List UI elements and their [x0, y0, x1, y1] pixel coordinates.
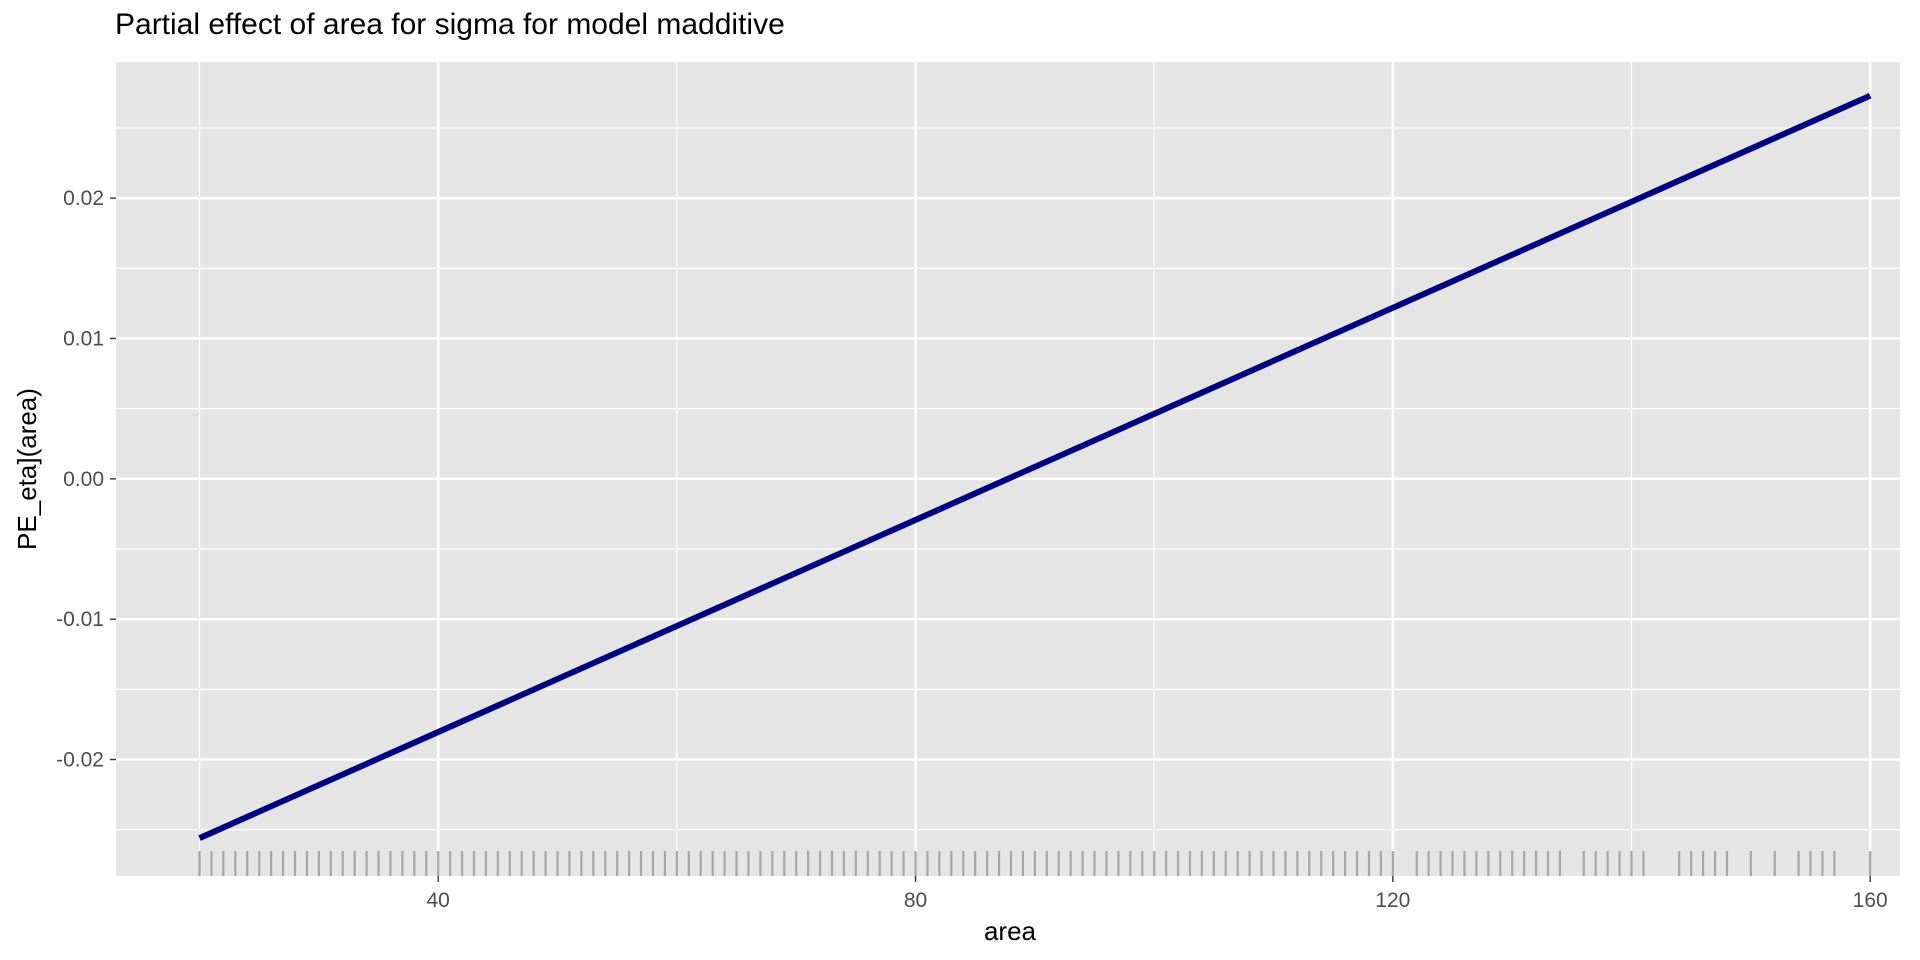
- series-line: [198, 92, 1872, 841]
- y-tick-label: 0.00: [63, 468, 104, 491]
- series-layer: [198, 92, 1872, 841]
- x-tick-label: 40: [427, 889, 450, 912]
- rug: [198, 851, 1872, 876]
- y-tick-label: -0.02: [56, 749, 104, 772]
- grid-minor: [116, 62, 1900, 876]
- grid-major: [116, 62, 1900, 876]
- x-axis: 40 80 120 160: [427, 876, 1888, 912]
- chart-title: Partial effect of area for sigma for mod…: [115, 8, 785, 41]
- x-tick-label: 120: [1375, 889, 1410, 912]
- y-axis: 0.02 0.01 0.00 -0.01 -0.02: [56, 187, 116, 772]
- y-tick-label: 0.02: [63, 187, 104, 210]
- y-tick-label: 0.01: [63, 327, 104, 350]
- x-tick-label: 80: [904, 889, 927, 912]
- x-axis-title: area: [984, 916, 1037, 946]
- x-tick-label: 160: [1853, 889, 1888, 912]
- y-tick-label: -0.01: [56, 608, 104, 631]
- y-axis-title: PE_eta](area): [12, 388, 42, 550]
